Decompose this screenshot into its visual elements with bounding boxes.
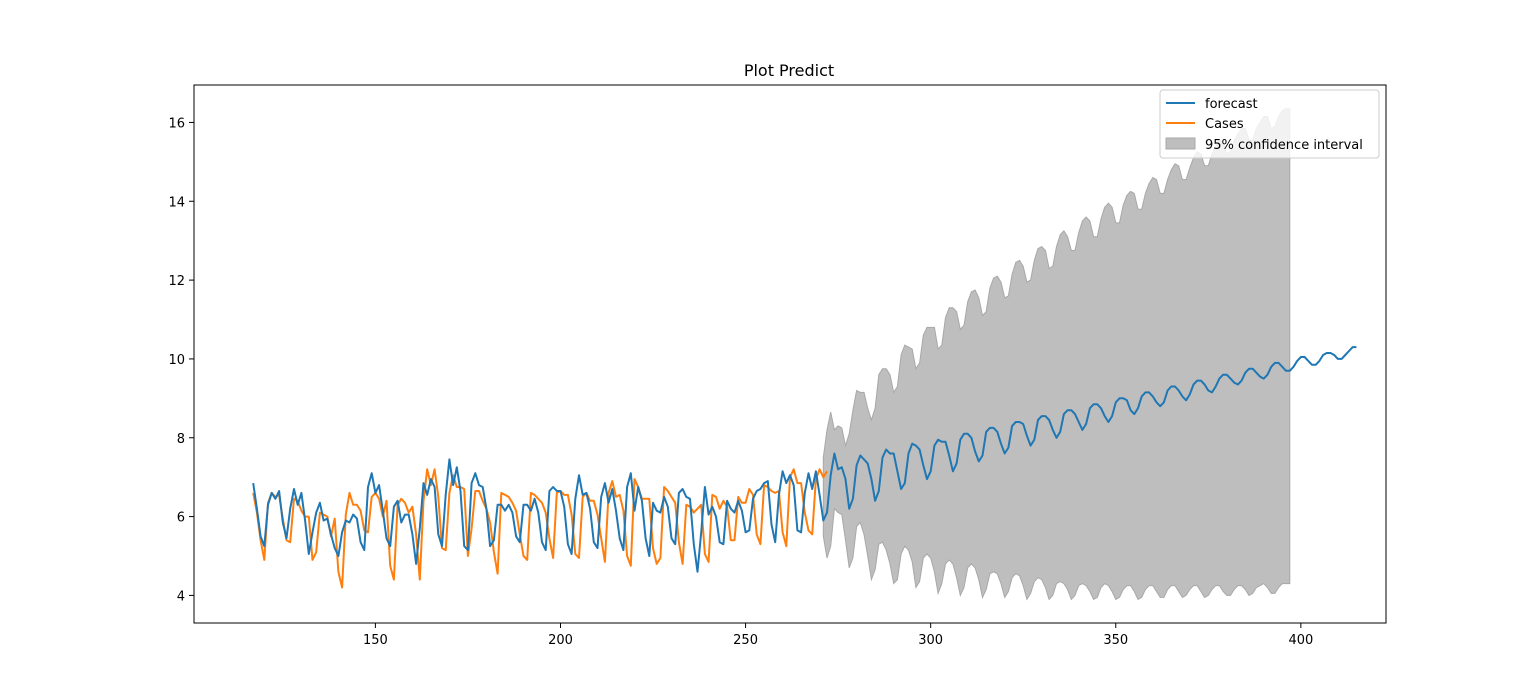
forecast-line (252, 346, 1357, 573)
legend-forecast-label: forecast (1205, 97, 1258, 112)
x-axis: 150 200 250 300 350 400 (363, 623, 1313, 648)
y-tick-label: 16 (168, 116, 185, 131)
legend-box (1159, 89, 1380, 159)
y-tick-label: 10 (168, 353, 185, 368)
y-tick-label: 6 (177, 511, 185, 526)
x-tick-label: 250 (733, 633, 758, 648)
y-axis: 4 6 8 10 12 14 16 (168, 116, 194, 604)
plot-frame (193, 84, 1387, 624)
x-tick-label: 400 (1288, 633, 1313, 648)
confidence-interval-band (822, 108, 1291, 601)
y-tick-label: 12 (168, 274, 185, 289)
x-tick-label: 200 (548, 633, 573, 648)
legend-confidence-label: 95% confidence interval (1205, 138, 1363, 153)
legend-confidence-swatch (1165, 137, 1196, 150)
cases-line (252, 468, 828, 589)
x-tick-label: 150 (363, 633, 388, 648)
y-tick-label: 14 (168, 195, 185, 210)
chart-title: Plot Predict (744, 61, 834, 80)
y-tick-label: 4 (177, 589, 185, 604)
plot-area (252, 108, 1357, 601)
x-tick-label: 350 (1103, 633, 1128, 648)
legend-cases-label: Cases (1205, 117, 1244, 132)
x-tick-label: 300 (918, 633, 943, 648)
y-tick-label: 8 (177, 432, 185, 447)
legend: forecast Cases 95% confidence interval (1159, 89, 1380, 159)
